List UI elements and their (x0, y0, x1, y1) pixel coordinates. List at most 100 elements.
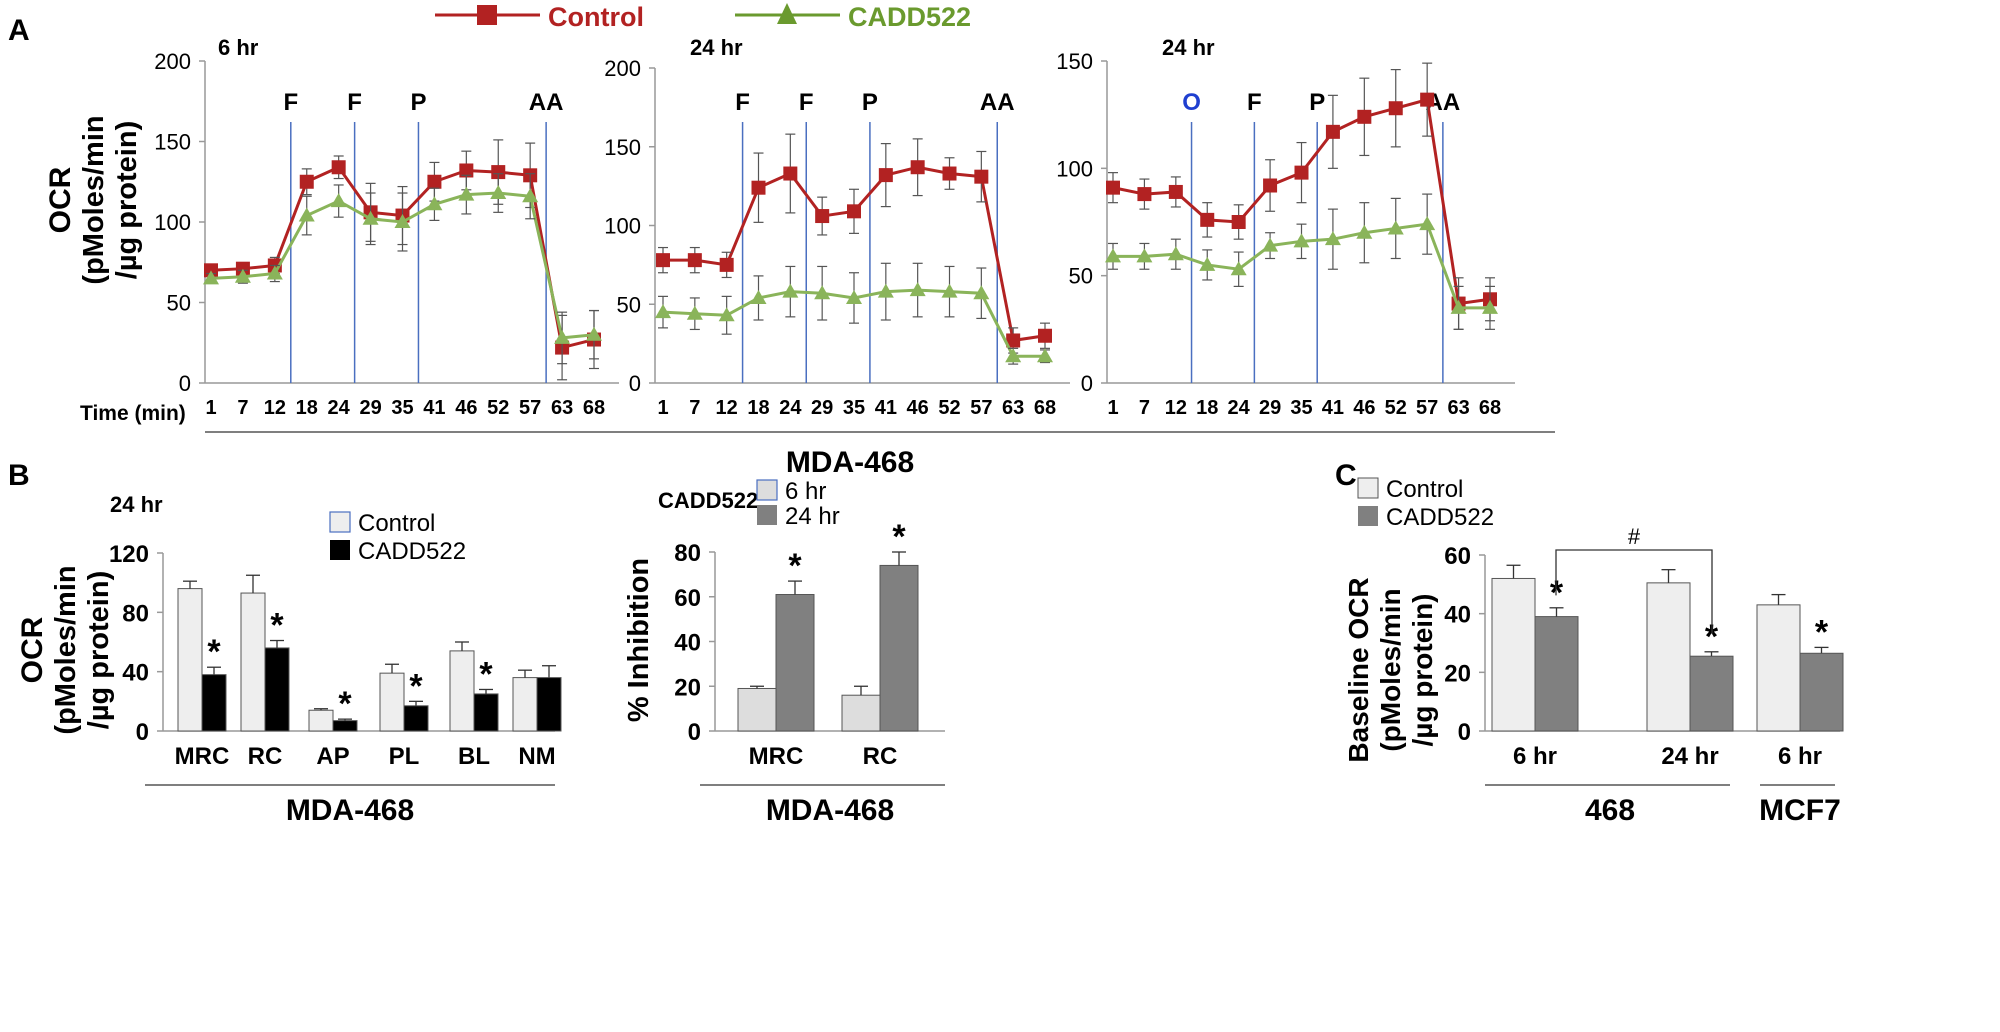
panel-label-a: A (8, 14, 30, 47)
c-bracket (1555, 549, 1713, 634)
a3-injection-label: O (1182, 89, 1201, 116)
b1-control-bar (379, 672, 405, 732)
b1-category-label: AP (316, 743, 349, 770)
b1-control-bar (449, 650, 475, 732)
b1-legend-cadd522-label: CADD522 (358, 538, 466, 565)
c-group-468-label: 468 (1585, 794, 1635, 827)
b2-significance-star: * (892, 518, 906, 556)
a3-cadd522-point (1262, 237, 1279, 252)
a3-cadd522-point (1387, 220, 1404, 235)
a3-control-point (1137, 187, 1152, 202)
b2-24-hr-bar (879, 564, 919, 732)
a2-x-tick-label: 35 (843, 397, 865, 419)
a1-x-tick-label: 35 (391, 397, 413, 419)
b2-y-tick-label: 40 (674, 630, 701, 657)
a2-x-tick-label: 41 (875, 397, 897, 419)
a2-control-point (847, 204, 861, 219)
b2-y-tick-label: 20 (674, 674, 701, 701)
a3-x-tick-label: 18 (1196, 397, 1218, 419)
b1-significance-star: * (270, 607, 284, 645)
a3-x-tick-label: 1 (1107, 397, 1118, 419)
a3-injection-label: P (1309, 89, 1325, 116)
a1-cadd522-point (426, 196, 443, 211)
a2-injection-label: F (735, 89, 750, 116)
time-axis-label: Time (min) (80, 402, 186, 425)
a2-control-point (656, 253, 670, 268)
a1-control-point (427, 174, 442, 189)
a2-x-tick-label: 52 (938, 397, 960, 419)
panel-label-b: B (8, 459, 30, 492)
a1-cadd522-point (458, 186, 475, 201)
a1-cadd522-point (298, 207, 315, 222)
b2-y-tick-label: 60 (674, 585, 701, 612)
a1-x-tick-label: 18 (296, 397, 318, 419)
a2-control-point (783, 166, 798, 181)
a3-x-tick-label: 63 (1447, 397, 1469, 419)
a2-control-point (974, 169, 989, 184)
a3-x-tick-label: 41 (1322, 397, 1344, 419)
a1-cadd522-point (203, 270, 219, 285)
a2-control-point (942, 166, 957, 181)
b2-legend-24hr-label: 24 hr (785, 503, 840, 530)
a3-y-tick-label: 0 (1081, 371, 1093, 396)
a1-injection-label: AA (529, 89, 564, 116)
c-y-axis-title-line2: (pMoles/min (1375, 588, 1406, 751)
c-y-tick-label: 60 (1444, 543, 1471, 570)
a2-x-tick-label: 63 (1002, 397, 1024, 419)
a3-cadd522-point (1167, 246, 1184, 261)
a2-cadd522-point (973, 285, 990, 300)
a1-annotation: 6 hr (218, 35, 259, 60)
b2-6-hr-bar (841, 694, 881, 732)
a2-cadd522-point (846, 289, 862, 304)
b1-significance-star: * (479, 655, 493, 693)
b2-legend-24hr-swatch (757, 505, 777, 525)
c-cadd522-bar (1689, 655, 1734, 732)
a2-cadd522-point (1037, 348, 1053, 363)
panel-label-c: C (1335, 459, 1357, 492)
a1-y-tick-label: 100 (154, 210, 191, 235)
a2-injection-label: AA (980, 89, 1015, 116)
c-y-tick-label: 0 (1458, 719, 1471, 746)
a3-cadd522-point (1482, 299, 1498, 314)
legend-cadd522-label: CADD522 (848, 2, 971, 32)
a3-x-tick-label: 29 (1259, 397, 1281, 419)
a2-cadd522-point (909, 282, 926, 297)
a3-y-tick-label: 50 (1069, 264, 1093, 289)
a2-x-tick-label: 18 (747, 397, 769, 419)
b1-cadd522-bar (473, 693, 499, 732)
b1-legend-control-swatch (329, 511, 351, 533)
a3-control-point (1388, 101, 1403, 116)
a2-control-point (1038, 328, 1052, 343)
a1-cadd522-point (266, 265, 283, 280)
c-y-axis-title-line3: /µg protein) (1407, 593, 1438, 746)
a2-y-tick-label: 100 (604, 214, 641, 239)
b1-control-bar (177, 588, 203, 732)
a1-x-tick-label: 63 (551, 397, 573, 419)
a2-control-point (687, 253, 702, 268)
a1-x-tick-label: 12 (264, 397, 286, 419)
b1-control-bar (240, 592, 266, 732)
c-legend-cadd522-label: CADD522 (1386, 504, 1494, 531)
a1-control-point (235, 261, 250, 276)
a3-injection-label: F (1247, 89, 1262, 116)
b2-annotation: CADD522 (658, 488, 758, 513)
a3-control-point (1200, 212, 1215, 227)
a1-cadd522-point (586, 326, 602, 341)
a2-control-point (1006, 333, 1021, 348)
a3-x-tick-label: 57 (1416, 397, 1438, 419)
b1-y-axis-title-line1: OCR (16, 616, 49, 683)
a1-x-tick-label: 1 (205, 397, 216, 419)
b2-category-label: MRC (749, 743, 804, 770)
a3-cadd522-point (1293, 233, 1310, 248)
b1-y-axis-title-line3: /µg protein) (83, 571, 115, 729)
a3-control-point (1168, 184, 1183, 199)
c-y-tick-label: 20 (1444, 660, 1471, 687)
a3-x-tick-label: 35 (1290, 397, 1312, 419)
b1-category-label: PL (389, 743, 420, 770)
c-cadd522-bar (1534, 616, 1579, 732)
b1-group-label: MDA-468 (286, 794, 414, 827)
a1-y-axis-title-line1: OCR (44, 166, 77, 233)
b2-y-tick-label: 80 (674, 540, 701, 567)
a2-cadd522-point (814, 285, 831, 300)
